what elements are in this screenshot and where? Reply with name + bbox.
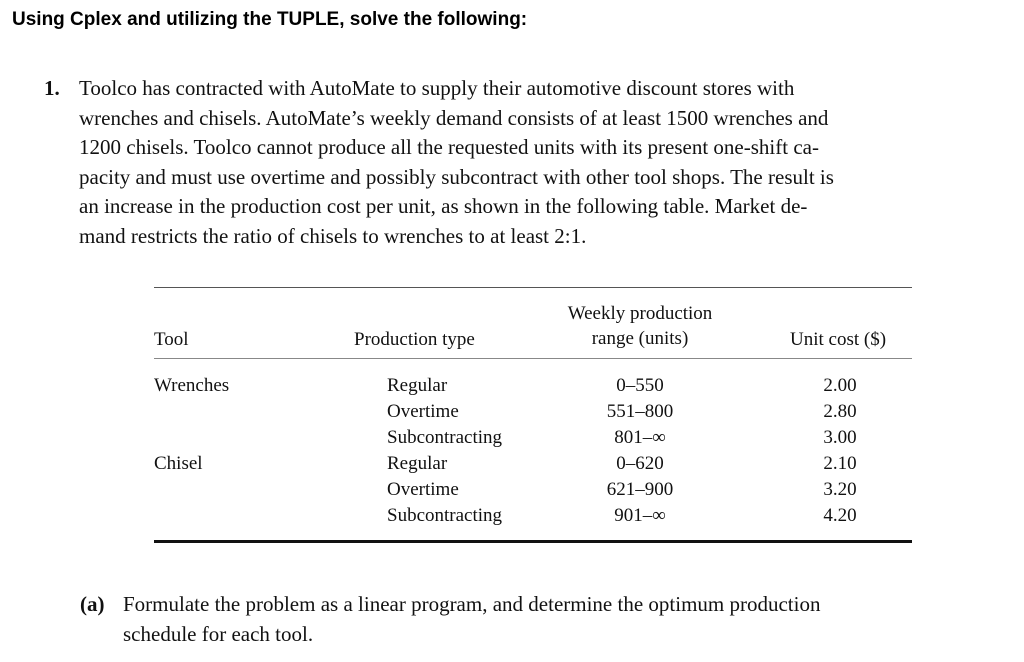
cell-range: 0–550 [616,375,664,396]
problem-text: Toolco has contracted with AutoMate to s… [79,74,994,251]
cell-tool [154,477,229,503]
cell-production-type: Regular [387,453,448,474]
header-weekly-range: Weekly production range (units) [540,301,740,351]
assignment-heading: Using Cplex and utilizing the TUPLE, sol… [12,9,528,30]
range-column: 0–550 551–800 801–∞ 0–620 621–900 901–∞ [590,373,690,529]
cell-production-type: Subcontracting [387,427,503,448]
table-bottom-rule [154,540,912,543]
cell-unit-cost: 3.20 [823,479,857,500]
table-header-rule [154,358,912,359]
cell-unit-cost: 2.00 [823,375,857,396]
cell-unit-cost: 2.10 [823,453,857,474]
part-a-line: Formulate the problem as a linear progra… [123,592,821,616]
part-a-label: (a) [80,592,105,616]
cell-range: 801–∞ [614,427,666,448]
problem-line: mand restricts the ratio of chisels to w… [79,223,587,248]
unit-cost-column: 2.00 2.80 3.00 2.10 3.20 4.20 [800,373,880,529]
problem-line: an increase in the production cost per u… [79,194,808,218]
cell-tool [154,503,229,529]
cell-production-type: Overtime [387,479,459,500]
problem-line: Toolco has contracted with AutoMate to s… [79,76,795,100]
cell-range: 621–900 [606,479,674,500]
cell-production-type: Overtime [387,401,459,422]
header-tool: Tool [154,329,189,350]
cell-tool: Chisel [154,453,203,474]
table-top-rule [154,287,912,288]
cell-range: 901–∞ [614,505,666,526]
cell-tool: Wrenches [154,375,230,396]
part-a-text: Formulate the problem as a linear progra… [123,590,1003,649]
header-range-line1: Weekly production [567,303,713,324]
header-production-type: Production type [354,329,475,350]
header-unit-cost: Unit cost ($) [790,329,887,350]
production-table: Tool Production type Weekly production r… [154,287,912,543]
cell-range: 0–620 [616,453,664,474]
problem-line: 1200 chisels. Toolco cannot produce all … [79,135,819,159]
cell-tool [154,399,229,425]
part-a-line: schedule for each tool. [123,621,314,646]
production-type-column: Regular Overtime Subcontracting Regular … [387,373,502,529]
cell-production-type: Regular [387,375,448,396]
problem-line: wrenches and chisels. AutoMate’s weekly … [79,105,829,130]
cell-range: 551–800 [606,401,674,422]
problem-number: 1. [44,76,60,100]
tool-column: Wrenches Chisel [154,373,229,529]
problem-line: pacity and must use overtime and possibl… [79,164,834,189]
cell-unit-cost: 4.20 [823,505,857,526]
cell-unit-cost: 2.80 [823,401,857,422]
cell-unit-cost: 3.00 [823,427,857,448]
cell-production-type: Subcontracting [387,505,503,526]
cell-tool [154,425,229,451]
header-range-line2: range (units) [591,328,689,349]
